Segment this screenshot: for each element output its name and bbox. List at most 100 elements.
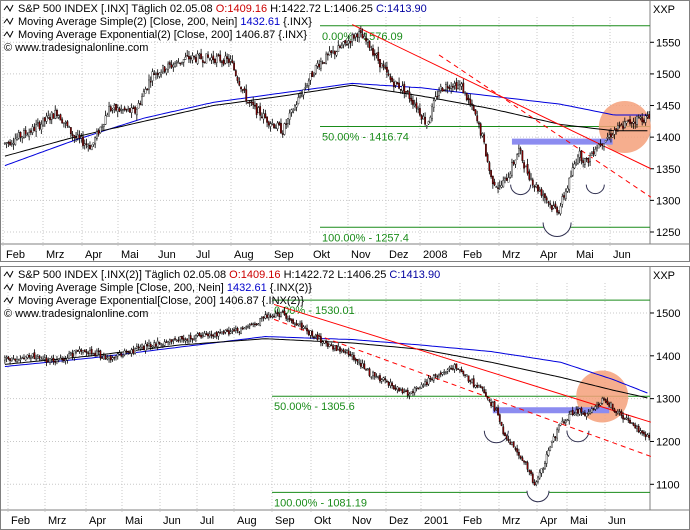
candle-body [316, 334, 319, 340]
candle-body [219, 332, 222, 334]
candle-body [71, 133, 74, 136]
candle-body [170, 64, 173, 68]
candle-body [467, 97, 470, 100]
candle-body [481, 386, 484, 389]
candle-body [247, 326, 249, 328]
price-series-icon [3, 4, 14, 13]
candle-body [384, 378, 387, 381]
candle-body [401, 85, 404, 92]
candle-body [9, 141, 11, 145]
candle-body [611, 403, 614, 409]
candle-body [523, 162, 525, 169]
candle-body [332, 50, 334, 53]
candle-body [538, 190, 541, 192]
candle-body [618, 125, 621, 127]
fib-level-label: 100.00% - 1257.4 [322, 232, 409, 244]
candle-body [485, 143, 487, 157]
candle-body [379, 375, 381, 382]
candle-body [299, 95, 301, 98]
y-tick-label: 1300 [656, 394, 680, 406]
candle-body [240, 86, 242, 90]
candle-body [266, 314, 268, 318]
candle-body [196, 53, 199, 64]
candle-body [271, 315, 274, 318]
candle-body [273, 123, 275, 129]
x-tick-label: Apr [85, 249, 102, 261]
candle-body [648, 435, 651, 438]
candle-body [245, 89, 248, 102]
candle-body [186, 338, 189, 341]
y-tick-label: 1300 [656, 195, 680, 207]
candle-body [76, 134, 79, 139]
candle-body [167, 63, 169, 71]
candle-body [483, 134, 486, 143]
candle-body [622, 125, 624, 129]
candle-body [441, 87, 444, 92]
candle-body [181, 61, 183, 64]
candle-body [582, 413, 585, 415]
candle-body [589, 155, 591, 162]
candle-body [78, 134, 81, 139]
candle-body [106, 114, 109, 117]
candle-body [314, 65, 317, 74]
candle-body [540, 468, 543, 474]
candle-body [599, 403, 602, 406]
candle-body [471, 103, 473, 105]
legend-text-part: Täglich [145, 269, 184, 281]
candle-body [535, 184, 538, 188]
candle-body [5, 357, 8, 359]
candle-body [478, 385, 480, 388]
candle-body [580, 407, 583, 413]
candle-body [627, 119, 630, 122]
candle-body [537, 476, 539, 483]
candle-body [162, 344, 164, 347]
candle-body [144, 88, 147, 94]
candle-body [438, 373, 440, 376]
candle-body [106, 357, 109, 360]
candle-body [399, 389, 402, 392]
candle-body [637, 117, 640, 120]
candle-body [188, 334, 190, 342]
candle-body [54, 109, 57, 119]
candle-body [639, 430, 642, 433]
panel-bottom[interactable]: 1100 1200 1300 1400 1500 XXP Feb Mrz Apr Mai Jun Ju… [0, 266, 690, 530]
candle-body [328, 344, 331, 347]
candle-body [566, 188, 569, 192]
candle-body [109, 355, 112, 361]
candle-body [340, 349, 343, 352]
legend-line-sma: Moving Average Simple(2) [Close, 200, Ne… [18, 16, 312, 28]
candle-body [517, 147, 520, 154]
candle-body [511, 162, 513, 176]
legend-text-part: {.INX} [275, 29, 307, 41]
candle-body [623, 121, 626, 129]
candle-body [306, 328, 308, 332]
candle-body [45, 357, 48, 363]
candle-body [392, 81, 395, 88]
candle-body [104, 115, 107, 125]
candle-body [500, 421, 503, 426]
candle-body [76, 349, 79, 352]
x-tick-label: Nov [351, 249, 371, 261]
candle-body [502, 426, 505, 435]
copyright-label: © www.tradesignalonline.com [4, 42, 148, 54]
candle-body [351, 354, 354, 357]
candle-body [571, 167, 574, 176]
candle-body [417, 108, 420, 110]
candle-body [118, 108, 121, 112]
candle-body [372, 371, 374, 376]
legend-text-part: {.INX} [280, 16, 312, 28]
candle-body [16, 359, 18, 362]
x-tick-label: Jul [196, 249, 210, 261]
candle-body [127, 351, 130, 353]
candle-body [446, 369, 449, 372]
candle-body [254, 323, 256, 326]
x-tick-label: Mrz [502, 249, 520, 261]
candle-body [542, 194, 545, 197]
candle-body [293, 323, 296, 326]
candle-body [450, 85, 453, 89]
candle-body [568, 177, 571, 190]
candle-body [524, 461, 527, 463]
candle-body [255, 323, 258, 325]
candle-body [227, 330, 230, 335]
panel-top[interactable]: 1250 1300 1350 1400 1450 1500 1550 XXP Feb Mrz Apr… [0, 0, 690, 262]
